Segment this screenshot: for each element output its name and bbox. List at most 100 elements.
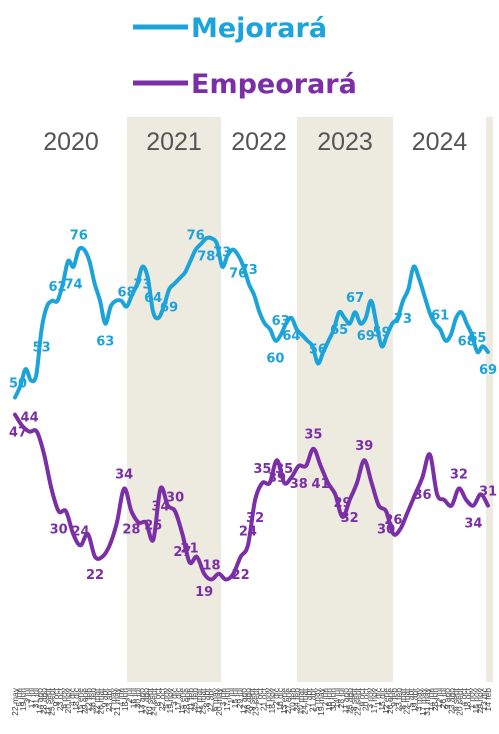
data-label-mejorara: 60 bbox=[266, 352, 284, 367]
x-tick-label: 22 oct bbox=[157, 687, 167, 711]
x-tick-label: 11 feb bbox=[185, 688, 195, 711]
x-tick-label: 9 abr bbox=[100, 688, 110, 708]
data-label-empeorara: 30 bbox=[166, 490, 184, 505]
data-label-empeorara: 26 bbox=[384, 513, 402, 528]
x-tick-label: 10 feb bbox=[287, 688, 297, 712]
data-label-empeorara: 29 bbox=[333, 496, 351, 511]
data-labels: 5053627476636873646976787376736063645665… bbox=[9, 229, 497, 600]
data-label-mejorara: 68 bbox=[118, 286, 136, 301]
x-tick-label: 3 dic bbox=[169, 687, 179, 706]
x-tick-label: 17 nov bbox=[369, 687, 379, 713]
data-label-empeorara: 32 bbox=[246, 511, 264, 526]
x-tick-label: 1 dic bbox=[373, 687, 383, 706]
x-tick-label: 8 mar bbox=[397, 688, 407, 710]
x-tick-label: 20 sept bbox=[455, 687, 465, 716]
data-label-empeorara: 32 bbox=[341, 511, 359, 526]
x-tick-label: 19 nov bbox=[165, 687, 175, 713]
data-label-empeorara: 47 bbox=[9, 426, 27, 441]
data-label-empeorara: 41 bbox=[312, 477, 330, 492]
x-tick-label: 11 sept bbox=[43, 687, 53, 715]
data-label-mejorara: 76 bbox=[70, 229, 88, 244]
data-label-empeorara: 34 bbox=[464, 517, 482, 532]
data-label-mejorara: 65 bbox=[330, 323, 348, 338]
x-tick-label: 7 oct bbox=[255, 687, 265, 706]
x-tick-label: 30 jul bbox=[132, 688, 142, 708]
year-label-2023: 2023 bbox=[317, 128, 373, 156]
year-label-2020: 2020 bbox=[43, 128, 99, 156]
year-labels: 2020 2021 2022 2023 2024 bbox=[43, 128, 467, 156]
data-label-mejorara: 56 bbox=[309, 342, 327, 357]
data-label-empeorara: 30 bbox=[377, 522, 395, 537]
legend-label-mejorara: Mejorará bbox=[191, 13, 327, 44]
year-band-2021 bbox=[127, 117, 221, 682]
x-tick-label: 10 sept bbox=[145, 687, 155, 716]
x-tick-label: 4 jun bbox=[116, 688, 126, 707]
x-tick-label: 25 mar bbox=[198, 688, 208, 715]
x-tick-label: 18 nov bbox=[267, 687, 277, 713]
x-tick-label: 15 nov bbox=[471, 687, 481, 713]
x-tick-label: 2 jul bbox=[124, 688, 134, 704]
data-label-mejorara: 74 bbox=[64, 278, 82, 293]
x-tick-label: 11 ago bbox=[340, 688, 350, 714]
x-tick-label: 23 sept bbox=[251, 687, 261, 716]
x-tick-label: 28 jun bbox=[430, 688, 440, 711]
x-tick-label: 15 jul bbox=[230, 688, 240, 708]
x-tick-label: 6 sept bbox=[450, 687, 460, 711]
x-tick-label: 10 mar bbox=[295, 688, 305, 715]
x-tick-label: 3 jul bbox=[22, 688, 32, 704]
data-label-mejorara: 76 bbox=[187, 229, 205, 244]
series-line-mejorara bbox=[13, 235, 490, 400]
x-tick-label: 5 abr bbox=[406, 688, 416, 708]
data-label-mejorara: 69 bbox=[160, 300, 178, 315]
x-tick-label: 3 may bbox=[414, 687, 424, 711]
data-label-empeorara: 18 bbox=[202, 559, 220, 574]
x-tick-label: 11 mar bbox=[194, 688, 204, 714]
x-tick-label: 13 ene bbox=[279, 688, 289, 714]
data-label-empeorara: 30 bbox=[50, 522, 68, 537]
data-label-empeorara: 24 bbox=[71, 524, 89, 539]
data-label-mejorara: 69 bbox=[479, 363, 497, 378]
data-label-empeorara: 34 bbox=[115, 468, 133, 483]
x-tick-label: 15 ene bbox=[75, 688, 85, 714]
data-label-empeorara: 31 bbox=[479, 485, 497, 500]
data-label-mejorara: 64 bbox=[282, 329, 300, 344]
x-tick-label: 29 jul bbox=[234, 688, 244, 708]
data-label-empeorara: 35 bbox=[275, 462, 293, 477]
x-tick-label: 31 may bbox=[422, 687, 432, 716]
x-tick-label: 12 mar bbox=[92, 688, 102, 715]
data-label-empeorara: 22 bbox=[86, 568, 104, 583]
x-tick-label: 24 mar bbox=[300, 688, 310, 715]
x-tick-label: 16 jun bbox=[324, 688, 334, 711]
x-tick-label: 28 jul bbox=[336, 688, 346, 708]
x-tick-label: 23 abr bbox=[104, 688, 114, 712]
x-tick-label: 30 jun bbox=[328, 688, 338, 711]
x-tick-label: 4 nov bbox=[263, 687, 273, 709]
x-tick-label: 12 ago bbox=[238, 688, 248, 714]
x-tick-label: 18 jun bbox=[120, 688, 130, 711]
x-tick-label: 26 feb bbox=[88, 688, 98, 712]
x-tick-label: 19 jun bbox=[18, 688, 28, 711]
data-label-empeorara: 27 bbox=[173, 545, 191, 560]
data-label-mejorara: 78 bbox=[197, 249, 215, 264]
data-label-empeorara: 44 bbox=[21, 411, 39, 426]
x-tick-label: 12 jul bbox=[434, 688, 444, 708]
data-label-empeorara: 34 bbox=[151, 500, 169, 515]
x-tick-label: 14 feb bbox=[483, 688, 493, 712]
data-label-empeorara: 35 bbox=[304, 428, 322, 443]
data-label-empeorara: 39 bbox=[268, 471, 286, 486]
x-tick-label: 1 nov bbox=[467, 687, 477, 709]
x-tick-label: 8 oct bbox=[153, 687, 163, 706]
x-tick-label: 15 dic bbox=[377, 687, 387, 710]
x-tick-label: 6 oct bbox=[357, 687, 367, 706]
x-tick-label: 14 jun bbox=[426, 688, 436, 711]
x-tick-label: 9 feb bbox=[389, 688, 399, 707]
x-tick-label: 28 ene bbox=[181, 688, 191, 714]
x-tick-label: 22 mar bbox=[401, 688, 411, 715]
x-tick-label: 5 jun bbox=[14, 688, 24, 707]
year-bands bbox=[127, 117, 493, 682]
x-tick-label: 25 feb bbox=[189, 688, 199, 712]
x-tick-label: 29 ene bbox=[79, 688, 89, 714]
data-label-mejorara: 69 bbox=[357, 329, 375, 344]
x-tick-label: 16 dic bbox=[275, 687, 285, 710]
x-tick-label: 1 jul bbox=[226, 688, 236, 704]
